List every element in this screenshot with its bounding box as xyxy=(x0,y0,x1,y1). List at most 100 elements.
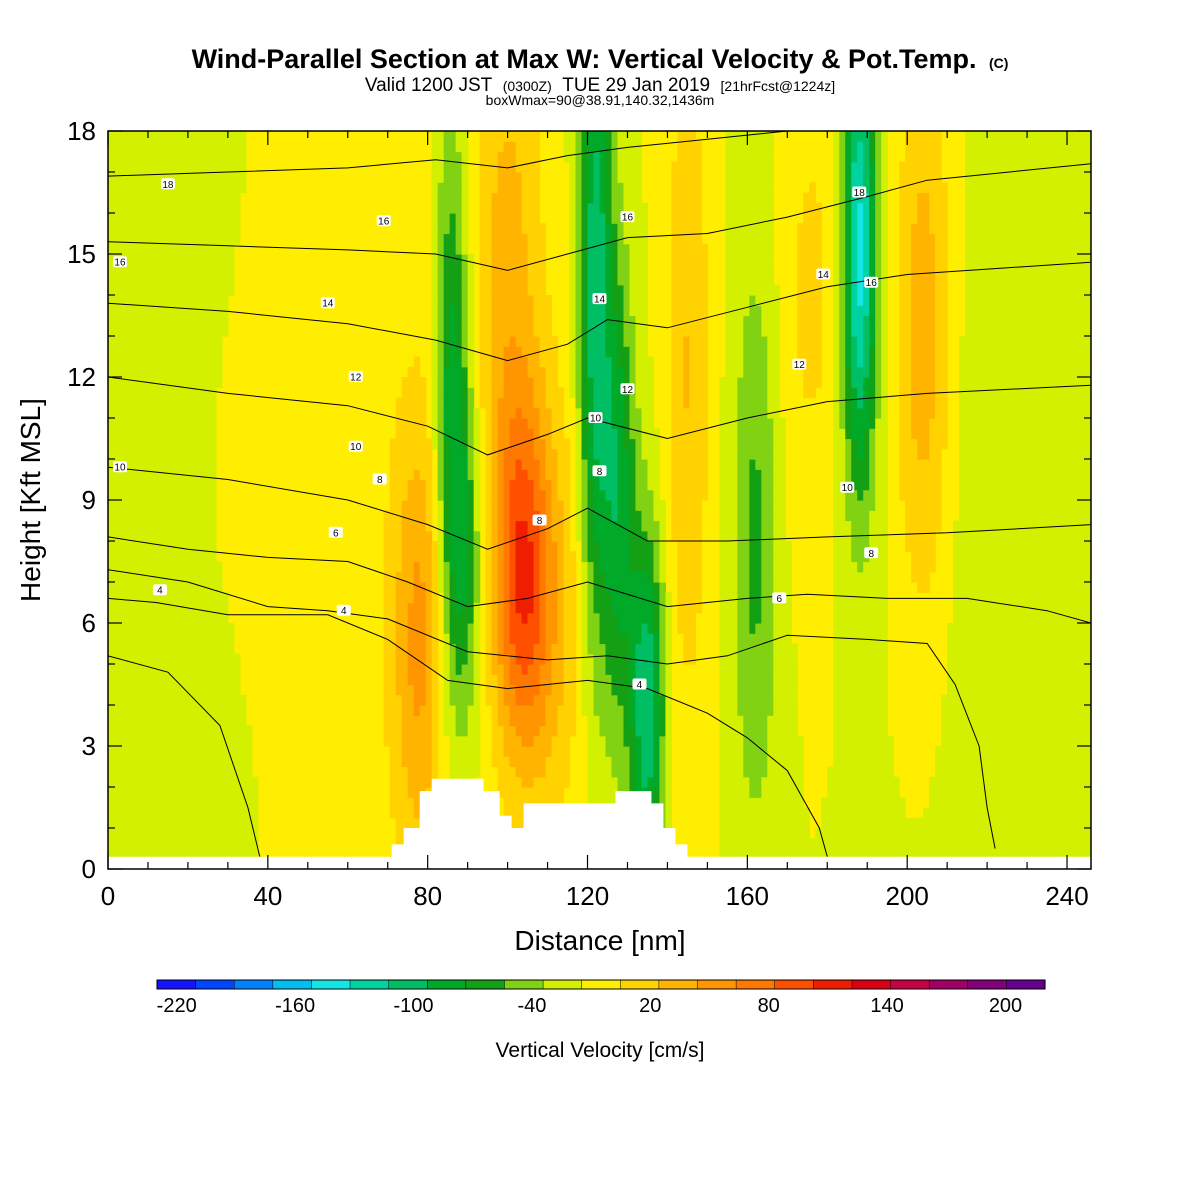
velocity-cell xyxy=(473,469,481,481)
velocity-cell xyxy=(731,807,738,819)
velocity-cell xyxy=(215,192,223,204)
velocity-cell xyxy=(191,151,199,163)
velocity-cell xyxy=(227,223,235,235)
velocity-cell xyxy=(503,295,511,306)
velocity-cell xyxy=(581,510,589,522)
velocity-cell xyxy=(695,141,702,153)
velocity-cell xyxy=(437,459,445,470)
velocity-cell xyxy=(605,684,613,696)
velocity-cell xyxy=(173,633,181,645)
velocity-cell xyxy=(389,510,397,522)
velocity-cell xyxy=(527,520,535,532)
velocity-cell xyxy=(155,213,163,224)
velocity-cell xyxy=(587,602,595,614)
velocity-cell xyxy=(108,141,115,153)
velocity-cell xyxy=(401,500,409,511)
velocity-cell xyxy=(743,787,750,798)
velocity-cell xyxy=(749,807,756,819)
velocity-cell xyxy=(683,602,690,614)
velocity-cell xyxy=(593,592,601,604)
velocity-cell xyxy=(137,233,145,245)
velocity-cell xyxy=(479,366,487,378)
velocity-cell xyxy=(749,274,756,286)
velocity-cell xyxy=(611,684,619,696)
velocity-cell xyxy=(683,397,690,409)
velocity-cell xyxy=(749,243,756,255)
velocity-cell xyxy=(545,356,553,368)
velocity-cell xyxy=(497,746,505,757)
velocity-cell xyxy=(485,684,493,696)
velocity-cell xyxy=(431,746,439,757)
velocity-cell xyxy=(167,438,175,450)
velocity-cell xyxy=(641,325,649,337)
velocity-cell xyxy=(161,684,169,696)
velocity-cell xyxy=(569,264,577,276)
velocity-cell xyxy=(173,243,181,255)
velocity-cell xyxy=(503,172,511,183)
velocity-cell xyxy=(245,766,253,778)
velocity-cell xyxy=(503,797,511,809)
velocity-cell xyxy=(233,151,241,163)
velocity-cell xyxy=(203,438,211,450)
velocity-cell xyxy=(527,346,535,358)
velocity-cell xyxy=(209,479,217,491)
velocity-cell xyxy=(227,643,235,655)
velocity-cell xyxy=(647,561,655,573)
velocity-cell xyxy=(209,213,217,224)
velocity-cell xyxy=(215,725,223,737)
velocity-cell xyxy=(671,233,679,245)
velocity-cell xyxy=(137,428,145,440)
velocity-cell xyxy=(671,418,679,429)
velocity-cell xyxy=(113,817,121,829)
velocity-cell xyxy=(227,172,235,183)
velocity-cell xyxy=(749,428,756,440)
velocity-cell xyxy=(503,141,511,153)
velocity-cell xyxy=(563,694,571,706)
velocity-cell xyxy=(527,161,535,173)
velocity-cell xyxy=(641,448,649,460)
velocity-cell xyxy=(611,633,619,645)
velocity-cell xyxy=(161,223,169,235)
velocity-cell xyxy=(725,387,732,399)
velocity-cell xyxy=(167,766,175,778)
velocity-cell xyxy=(617,223,625,235)
velocity-cell xyxy=(108,571,115,583)
velocity-cell xyxy=(431,274,439,286)
velocity-cell xyxy=(407,407,415,419)
velocity-cell xyxy=(563,705,571,716)
velocity-cell xyxy=(569,356,577,368)
velocity-cell xyxy=(143,571,151,583)
velocity-cell xyxy=(108,489,115,501)
velocity-cell xyxy=(227,848,235,860)
velocity-cell xyxy=(221,612,229,624)
velocity-cell xyxy=(737,438,744,450)
velocity-cell xyxy=(203,448,211,460)
velocity-cell xyxy=(185,243,193,255)
velocity-cell xyxy=(491,151,499,163)
velocity-cell xyxy=(635,520,643,532)
velocity-cell xyxy=(641,756,649,768)
velocity-cell xyxy=(437,479,445,491)
velocity-cell xyxy=(503,356,511,368)
velocity-cell xyxy=(173,664,181,675)
velocity-cell xyxy=(179,172,187,183)
velocity-cell xyxy=(605,387,613,399)
velocity-cell xyxy=(641,715,649,727)
velocity-cell xyxy=(587,295,595,306)
velocity-cell xyxy=(509,817,517,829)
velocity-cell xyxy=(485,295,493,306)
velocity-cell xyxy=(491,623,499,634)
velocity-cell xyxy=(209,366,217,378)
velocity-cell xyxy=(407,592,415,604)
velocity-cell xyxy=(113,295,121,306)
velocity-cell xyxy=(683,500,690,511)
velocity-cell xyxy=(521,161,529,173)
velocity-cell xyxy=(497,346,505,358)
velocity-cell xyxy=(437,500,445,511)
velocity-cell xyxy=(413,623,421,634)
velocity-cell xyxy=(755,182,762,194)
velocity-cell xyxy=(443,479,451,491)
velocity-cell xyxy=(611,407,619,419)
velocity-cell xyxy=(131,612,139,624)
velocity-cell xyxy=(749,223,756,235)
